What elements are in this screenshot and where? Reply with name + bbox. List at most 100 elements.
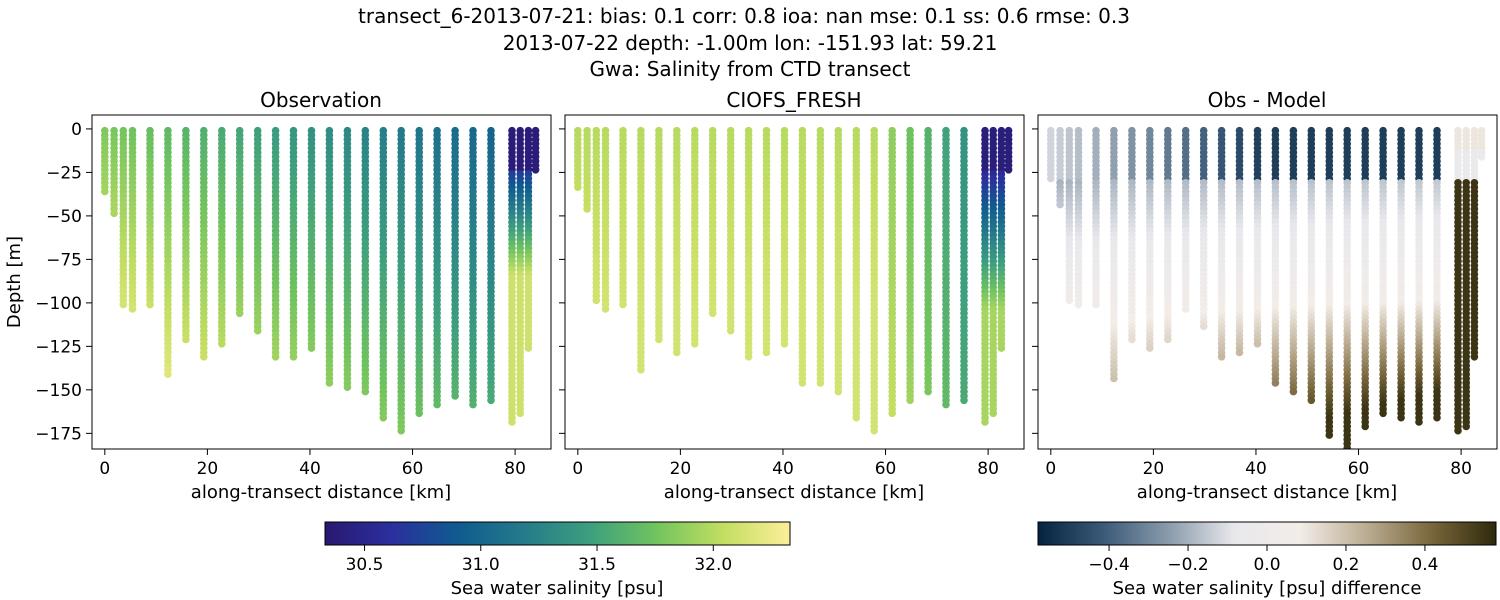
difference-cast-7 xyxy=(1146,126,1154,352)
difference-cast-17 xyxy=(1325,126,1334,439)
model-x-axis-label: along-transect distance [km] xyxy=(664,482,924,503)
difference-plot-frame xyxy=(1037,114,1498,450)
difference-colorbar-tick-label: −0.2 xyxy=(1167,555,1208,575)
difference-sample-point xyxy=(1361,422,1369,431)
difference-cast-15 xyxy=(1289,126,1298,396)
observation-panel: Observation 0 20 40 60 80 0 −25 −50 −75 −100 −125… xyxy=(4,88,552,503)
observation-plot-frame xyxy=(91,114,552,450)
difference-cast-2 xyxy=(1065,126,1074,305)
salinity-colorbar-gradient xyxy=(324,521,791,546)
observation-cast-21 xyxy=(451,126,459,400)
model-x-tick-label: 40 xyxy=(772,459,794,479)
difference-sample-point xyxy=(1415,418,1423,426)
model-sample-point xyxy=(870,426,878,435)
observation-sample-point xyxy=(508,418,516,426)
model-sample-point xyxy=(592,296,601,305)
observation-y-axis-label: Depth [m] xyxy=(4,236,25,328)
model-sample-point xyxy=(780,340,789,348)
observation-cast-3 xyxy=(128,126,137,313)
difference-sample-point xyxy=(1235,348,1244,357)
observation-sample-point xyxy=(218,340,226,348)
observation-cast-7 xyxy=(200,126,208,361)
observation-sample-point xyxy=(271,353,280,361)
difference-sample-point xyxy=(1462,422,1470,431)
observation-cast-20 xyxy=(433,126,441,409)
difference-x-tick-label: 60 xyxy=(1348,459,1370,479)
observation-cast-26 xyxy=(524,126,533,352)
observation-cast-25 xyxy=(516,126,524,418)
difference-cast-26 xyxy=(1470,126,1479,361)
model-cast-11 xyxy=(744,126,753,361)
observation-cast-27 xyxy=(531,126,540,174)
figure-title-line-3: Gwa: Salinity from CTD transect xyxy=(590,57,911,81)
difference-x-tick-label: 0 xyxy=(1045,459,1056,479)
model-sample-point xyxy=(906,396,914,405)
salinity-colorbar-tick-label: 30.5 xyxy=(346,555,384,575)
model-cast-3 xyxy=(601,126,610,313)
observation-cast-4 xyxy=(146,126,154,309)
model-cast-9 xyxy=(708,126,717,318)
observation-cast-10 xyxy=(253,126,262,335)
model-cast-26 xyxy=(997,126,1006,352)
figure-title-line-2: 2013-07-22 depth: -1.00m lon: -151.93 la… xyxy=(503,31,998,55)
model-sample-point xyxy=(691,340,699,348)
observation-cast-12 xyxy=(289,126,298,361)
model-sample-point xyxy=(601,305,610,313)
model-cast-10 xyxy=(726,126,735,335)
difference-sample-point xyxy=(1470,353,1479,361)
difference-cast-23 xyxy=(1433,126,1441,422)
difference-sample-point xyxy=(1092,300,1100,309)
difference-cast-22 xyxy=(1415,126,1423,426)
difference-sample-point xyxy=(1289,387,1298,396)
model-cast-4 xyxy=(619,126,627,309)
observation-cast-17 xyxy=(379,126,388,422)
observation-cast-9 xyxy=(235,126,244,318)
model-sample-point xyxy=(673,348,681,357)
model-sample-point xyxy=(708,309,717,318)
observation-cast-2 xyxy=(119,126,128,309)
model-cast-12 xyxy=(762,126,771,357)
observation-sample-point xyxy=(325,379,334,387)
difference-x-tick-label: 80 xyxy=(1450,459,1472,479)
observation-sample-point xyxy=(524,344,533,352)
model-sample-point xyxy=(834,387,843,396)
observation-y-tick-label: −100 xyxy=(35,294,82,314)
model-sample-point xyxy=(1004,166,1013,174)
difference-sample-point xyxy=(1047,174,1055,183)
observation-sample-point xyxy=(289,353,298,361)
difference-sample-point xyxy=(1217,353,1226,361)
observation-y-tick-label: −50 xyxy=(46,207,82,227)
difference-sample-point xyxy=(1164,335,1172,344)
model-panel: CIOFS_FRESH 0 20 40 60 80 along-transect dis… xyxy=(559,88,1025,503)
observation-cast-16 xyxy=(361,126,370,396)
difference-sample-point xyxy=(1454,426,1462,435)
difference-sample-point xyxy=(1477,153,1486,161)
salinity-colorbar-tick-label: 32.0 xyxy=(694,555,732,575)
observation-sample-point xyxy=(433,400,441,409)
model-cast-0 xyxy=(574,126,582,191)
observation-cast-14 xyxy=(325,126,334,387)
difference-x-tick-label: 20 xyxy=(1143,459,1165,479)
model-sample-point xyxy=(960,396,968,405)
difference-cast-16 xyxy=(1307,126,1316,405)
observation-cast-15 xyxy=(343,126,352,392)
observation-sample-point xyxy=(146,300,154,309)
difference-colorbar-tick-label: 0.4 xyxy=(1411,555,1438,575)
difference-cast-3 xyxy=(1074,126,1083,309)
difference-cast-5 xyxy=(1110,126,1118,383)
model-sample-point xyxy=(762,348,771,357)
model-cast-6 xyxy=(655,126,663,344)
difference-cast-10 xyxy=(1199,126,1208,331)
difference-cast-12 xyxy=(1235,126,1244,357)
difference-sample-point xyxy=(1253,340,1262,348)
model-sample-point xyxy=(852,413,861,422)
difference-cast-27 xyxy=(1477,126,1486,161)
difference-colorbar-tick-label: −0.4 xyxy=(1088,555,1129,575)
difference-x-tick-label: 40 xyxy=(1245,459,1267,479)
observation-sample-point xyxy=(235,309,244,318)
observation-y-tick-label: −75 xyxy=(46,250,82,270)
difference-cast-18 xyxy=(1343,126,1351,449)
model-x-tick-label: 80 xyxy=(977,459,999,479)
difference-cast-1 xyxy=(1056,126,1064,209)
difference-colorbar-label: Sea water salinity [psu] difference xyxy=(1113,578,1422,599)
